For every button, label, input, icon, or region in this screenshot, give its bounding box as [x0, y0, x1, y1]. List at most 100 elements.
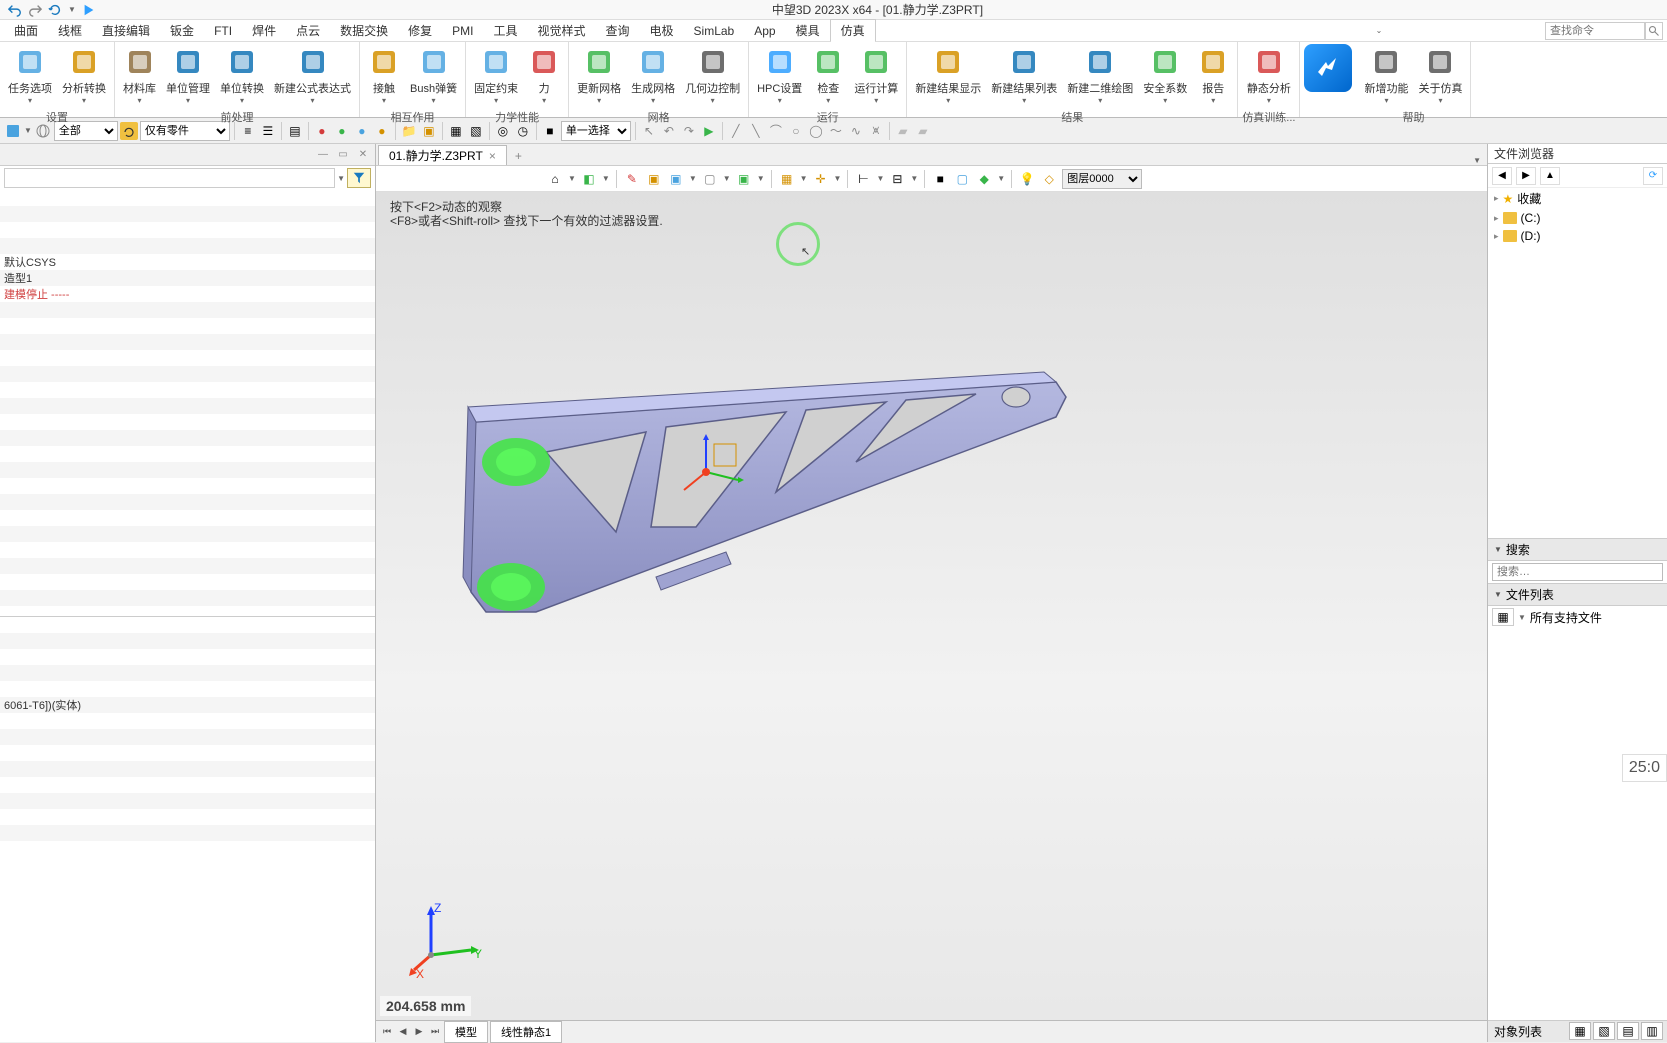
ribbon-btn-0-1[interactable]: 分析转换▾	[58, 44, 110, 107]
ribbon-btn-3-0[interactable]: 固定约束▾	[470, 44, 522, 107]
qat-dropdown-icon[interactable]: ▼	[68, 5, 76, 14]
feature-tree[interactable]: 默认CSYS 造型1 建模停止 -----	[0, 190, 375, 616]
ribbon-btn-6-0[interactable]: 新建结果显示▾	[911, 44, 985, 107]
line-icon[interactable]: ╱	[727, 122, 745, 140]
document-tab-add[interactable]: +	[507, 147, 530, 165]
ribbon-btn-2-1[interactable]: Bush弹簧▾	[406, 44, 461, 107]
menu-simlab[interactable]: SimLab	[684, 22, 745, 40]
panel-minimize-icon[interactable]: —	[315, 148, 331, 162]
vp-axis-icon[interactable]: ✛	[812, 170, 830, 188]
cube-refresh-icon[interactable]	[120, 122, 138, 140]
file-browser-tree[interactable]: ▸★收藏 ▸(C:) ▸(D:)	[1488, 188, 1667, 538]
menu-app[interactable]: App	[744, 22, 785, 40]
menu-sheetmetal[interactable]: 钣金	[160, 20, 204, 41]
menu-tools[interactable]: 工具	[483, 20, 527, 41]
ribbon-btn-8-0[interactable]: 新增功能▾	[1360, 44, 1412, 107]
tree-node-favorites[interactable]: ▸★收藏	[1488, 188, 1667, 209]
ribbon-btn-1-2[interactable]: 单位转换▾	[216, 44, 268, 107]
vp-box3-icon[interactable]: ▢	[701, 170, 719, 188]
color1-icon[interactable]: ●	[313, 122, 331, 140]
ribbon-btn-6-1[interactable]: 新建结果列表▾	[987, 44, 1061, 107]
menu-query[interactable]: 查询	[596, 20, 640, 41]
align-center-icon[interactable]: ☰	[259, 122, 277, 140]
circle-icon[interactable]: ○	[787, 122, 805, 140]
vp-black-icon[interactable]: ■	[931, 170, 949, 188]
ribbon-btn-0-0[interactable]: 任务选项▾	[4, 44, 56, 107]
menu-wireframe[interactable]: 线框	[48, 20, 92, 41]
menu-fti[interactable]: FTI	[204, 22, 242, 40]
document-tab[interactable]: 01.静力学.Z3PRT ×	[378, 145, 507, 165]
stack1-icon[interactable]: ▦	[447, 122, 465, 140]
vp-cube1-icon[interactable]: ◧	[580, 170, 598, 188]
nav-back-icon[interactable]: ◀	[1492, 167, 1512, 185]
ribbon-btn-5-0[interactable]: HPC设置▾	[753, 44, 806, 107]
br-btn-1[interactable]: ▦	[1569, 1022, 1591, 1040]
menu-mold[interactable]: 模具	[786, 20, 830, 41]
material-tree[interactable]: 6061-T6])(实体)	[0, 617, 375, 1043]
tab-last-icon[interactable]: ⏭	[428, 1025, 442, 1039]
ribbon-btn-8-1[interactable]: 关于仿真▾	[1414, 44, 1466, 107]
parts-filter-dropdown[interactable]: 仅有零件	[140, 121, 230, 141]
vp-box4-icon[interactable]: ▣	[735, 170, 753, 188]
tree-node-c[interactable]: ▸(C:)	[1488, 209, 1667, 227]
tree-item-shape[interactable]: 造型1	[0, 270, 375, 286]
play2-icon[interactable]: ▶	[700, 122, 718, 140]
list-icon[interactable]: ▤	[286, 122, 304, 140]
menu-pmi[interactable]: PMI	[442, 22, 483, 40]
color3-icon[interactable]: ●	[353, 122, 371, 140]
arc-icon[interactable]: ⌒	[767, 122, 785, 140]
ribbon-btn-6-4[interactable]: 报告▾	[1193, 44, 1233, 107]
menu-dataexchange[interactable]: 数据交换	[330, 20, 398, 41]
br-btn-3[interactable]: ▤	[1617, 1022, 1639, 1040]
menu-directedit[interactable]: 直接编辑	[92, 20, 160, 41]
vp-layer-icon[interactable]: ◇	[1040, 170, 1058, 188]
line2-icon[interactable]: ╲	[747, 122, 765, 140]
ribbon-btn-6-3[interactable]: 安全系数▾	[1139, 44, 1191, 107]
nav-up-icon[interactable]: ▲	[1540, 167, 1560, 185]
filelist-section-header[interactable]: ▼文件列表	[1488, 583, 1667, 606]
menu-weld[interactable]: 焊件	[242, 20, 286, 41]
zigzag-icon[interactable]: ⩙	[867, 122, 885, 140]
refresh-icon[interactable]	[48, 3, 62, 17]
vp-wire-icon[interactable]: ▢	[953, 170, 971, 188]
viewport[interactable]: 按下<F2>动态的观察 <F8>或者<Shift-roll> 查找下一个有效的过…	[376, 192, 1487, 1020]
tab-prev-icon[interactable]: ◀	[396, 1025, 410, 1039]
panel-close-icon[interactable]: ✕	[355, 148, 371, 162]
br-btn-2[interactable]: ▧	[1593, 1022, 1615, 1040]
vp-home-icon[interactable]: ⌂	[546, 170, 564, 188]
undo-icon[interactable]	[8, 3, 22, 17]
menu-simulation[interactable]: 仿真	[830, 19, 876, 43]
ribbon-btn-1-1[interactable]: 单位管理▾	[162, 44, 214, 107]
bottom-tab-model[interactable]: 模型	[444, 1021, 488, 1043]
vp-pencil-icon[interactable]: ✎	[623, 170, 641, 188]
wave-icon[interactable]: ∿	[847, 122, 865, 140]
stack2-icon[interactable]: ▧	[467, 122, 485, 140]
tab-next-icon[interactable]: ▶	[412, 1025, 426, 1039]
ribbon-btn-6-2[interactable]: 新建二维绘图▾	[1063, 44, 1137, 107]
vp-shade-icon[interactable]: ▦	[778, 170, 796, 188]
tree-item-csys[interactable]: 默认CSYS	[0, 254, 375, 270]
panel-restore-icon[interactable]: ▭	[335, 148, 351, 162]
redo2-icon[interactable]: ↷	[680, 122, 698, 140]
vp-box2-icon[interactable]: ▣	[667, 170, 685, 188]
menu-electrode[interactable]: 电极	[640, 20, 684, 41]
nav-fwd-icon[interactable]: ▶	[1516, 167, 1536, 185]
ribbon-btn-4-0[interactable]: 更新网格▾	[573, 44, 625, 107]
color4-icon[interactable]: ●	[373, 122, 391, 140]
file-search-input[interactable]	[1492, 563, 1663, 581]
tree-item-material[interactable]: 6061-T6])(实体)	[0, 697, 375, 713]
doc-tab-overflow-icon[interactable]: ▼	[1473, 156, 1481, 165]
tab-first-icon[interactable]: ⏮	[380, 1025, 394, 1039]
ribbon-btn-4-2[interactable]: 几何边控制▾	[681, 44, 744, 107]
bottom-tab-static[interactable]: 线性静态1	[490, 1021, 562, 1043]
ribbon-btn-5-2[interactable]: 运行计算▾	[850, 44, 902, 107]
menu-repair[interactable]: 修复	[398, 20, 442, 41]
vp-box-icon[interactable]: ▣	[645, 170, 663, 188]
document-tab-close-icon[interactable]: ×	[489, 149, 496, 163]
tree-search-input[interactable]	[4, 168, 335, 188]
menu-surface[interactable]: 曲面	[4, 20, 48, 41]
ribbon-btn-4-1[interactable]: 生成网格▾	[627, 44, 679, 107]
command-search-input[interactable]	[1545, 22, 1645, 40]
menubar-overflow-icon[interactable]: ⌄	[1376, 26, 1383, 35]
nav-refresh-icon[interactable]: ⟳	[1643, 167, 1663, 185]
